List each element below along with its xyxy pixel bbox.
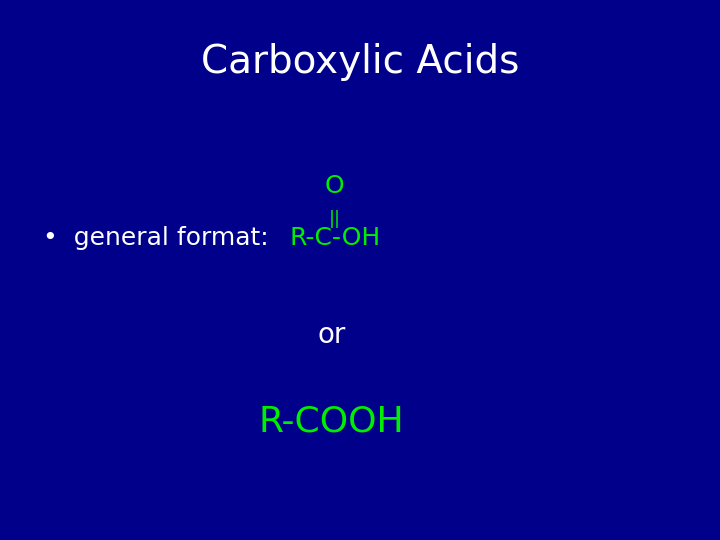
Text: •  general format:: • general format:: [43, 226, 269, 249]
Text: ||: ||: [329, 210, 341, 228]
Text: R-C-OH: R-C-OH: [289, 226, 380, 249]
Text: R-COOH: R-COOH: [258, 404, 404, 438]
Text: O: O: [325, 174, 345, 198]
Text: or: or: [317, 321, 346, 349]
Text: Carboxylic Acids: Carboxylic Acids: [201, 43, 519, 81]
